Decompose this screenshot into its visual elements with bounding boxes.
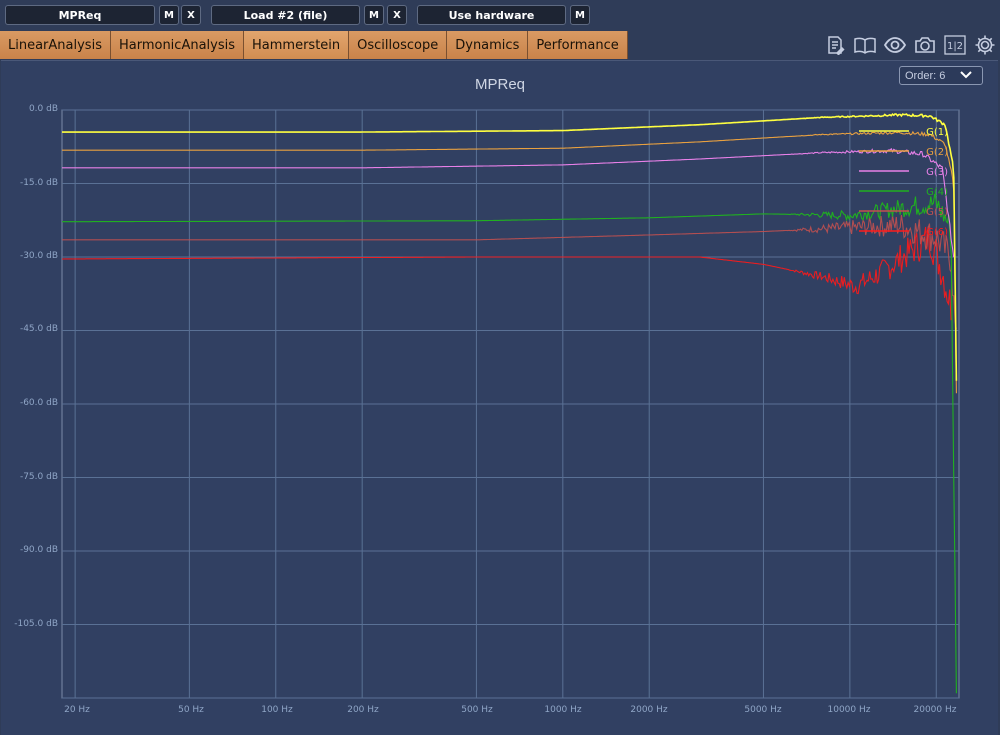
tab-performance[interactable]: Performance <box>528 31 628 59</box>
y-tick-label: -105.0 dB <box>14 619 58 629</box>
analysis-tabs: LinearAnalysis HarmonicAnalysis Hammerst… <box>0 31 628 59</box>
y-tick-label: -15.0 dB <box>19 178 58 188</box>
series-line-G1 <box>62 112 958 381</box>
split-icon-text: 1|2 <box>947 41 963 52</box>
top-toolbar: MPReq M X Load #2 (file) M X Use hardwar… <box>0 0 1000 30</box>
x-tick-label: 10000 Hz <box>827 705 871 715</box>
series-line-G6 <box>62 226 952 321</box>
slot-2-button[interactable]: Load #2 (file) <box>211 5 360 25</box>
legend-label: G(1) <box>926 127 948 138</box>
y-tick-label: -90.0 dB <box>19 545 58 555</box>
order-select-value: Order: 6 <box>905 69 946 82</box>
slot-2-mute-button[interactable]: M <box>364 5 384 25</box>
x-tick-label: 1000 Hz <box>544 705 582 715</box>
camera-icon[interactable] <box>912 34 938 56</box>
y-tick-label: -60.0 dB <box>19 398 58 408</box>
slot-3-mute-button[interactable]: M <box>570 5 590 25</box>
x-tick-label: 500 Hz <box>461 705 493 715</box>
tab-linear-analysis[interactable]: LinearAnalysis <box>0 31 111 59</box>
order-select[interactable]: Order: 6 <box>899 66 983 85</box>
notes-icon[interactable] <box>822 34 848 56</box>
legend-label: G(6) <box>926 227 948 238</box>
legend-label: G(2) <box>926 147 948 158</box>
y-tick-label: -75.0 dB <box>19 472 58 482</box>
x-tick-label: 2000 Hz <box>630 705 668 715</box>
series-line-G2 <box>62 130 957 394</box>
y-tick-label: -30.0 dB <box>19 251 58 261</box>
x-tick-label: 50 Hz <box>178 705 204 715</box>
tool-icons: 1|2 <box>822 34 998 56</box>
tab-dynamics[interactable]: Dynamics <box>447 31 529 59</box>
x-tick-label: 100 Hz <box>261 705 293 715</box>
eye-icon[interactable] <box>882 34 908 56</box>
series-line-G5 <box>62 215 957 330</box>
slot-1-close-button[interactable]: X <box>181 5 201 25</box>
tab-harmonic-analysis[interactable]: HarmonicAnalysis <box>110 31 245 59</box>
legend-label: G(5) <box>926 207 948 218</box>
chevron-down-icon <box>960 71 972 79</box>
series-line-G3 <box>62 147 955 258</box>
split-icon[interactable]: 1|2 <box>942 34 968 56</box>
x-tick-label: 20000 Hz <box>913 705 957 715</box>
slot-1-button[interactable]: MPReq <box>5 5 155 25</box>
book-icon[interactable] <box>852 34 878 56</box>
x-tick-label: 5000 Hz <box>744 705 782 715</box>
x-tick-label: 200 Hz <box>347 705 379 715</box>
y-tick-label: 0.0 dB <box>28 104 58 114</box>
series-line-G4 <box>62 193 957 694</box>
legend-label: G(3) <box>926 167 948 178</box>
slot-2-close-button[interactable]: X <box>387 5 407 25</box>
tab-oscilloscope[interactable]: Oscilloscope <box>349 31 448 59</box>
chart-title: MPReq <box>474 76 526 93</box>
tab-hammerstein[interactable]: Hammerstein <box>244 31 350 59</box>
slot-1-mute-button[interactable]: M <box>159 5 179 25</box>
gear-icon[interactable] <box>972 34 998 56</box>
slot-3-button[interactable]: Use hardware <box>417 5 566 25</box>
legend-label: G(4) <box>926 187 948 198</box>
y-tick-label: -45.0 dB <box>19 324 58 334</box>
chart-panel <box>1 60 998 735</box>
x-tick-label: 20 Hz <box>64 705 90 715</box>
